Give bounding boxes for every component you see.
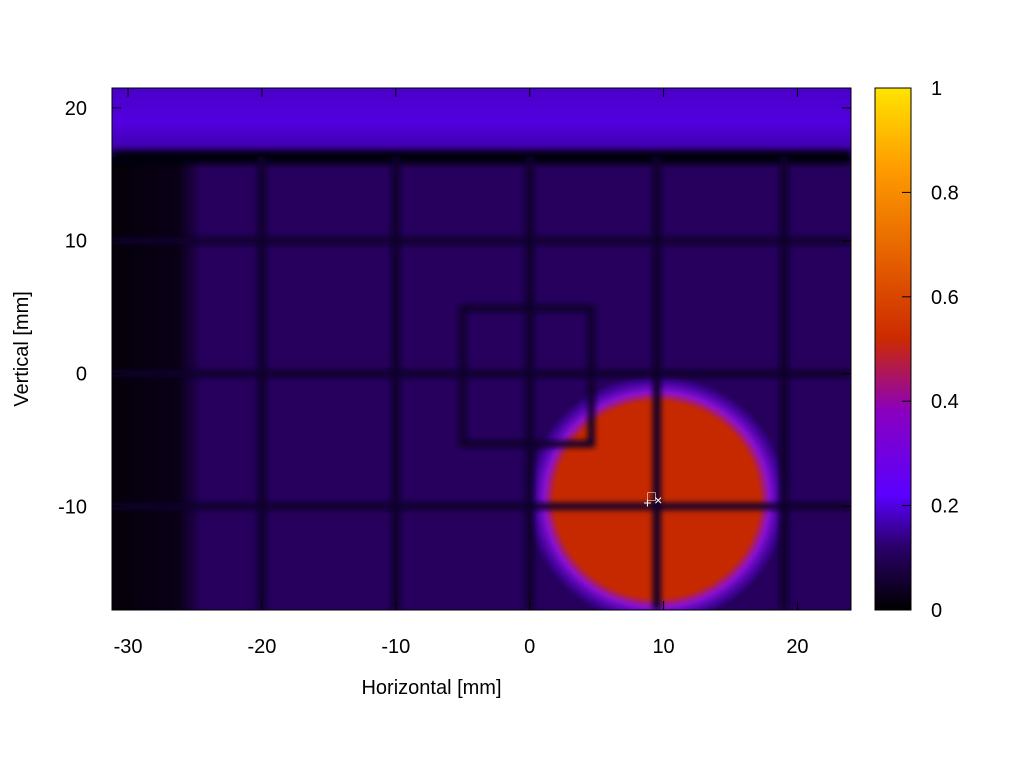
y-axis-label: Vertical [mm] (11, 291, 33, 407)
colorbar-tick-label: 0.4 (931, 391, 959, 413)
plot-frame (111, 87, 852, 611)
x-tick-label: 20 (786, 636, 808, 658)
x-tick-label: -10 (381, 636, 410, 658)
colorbar-tick-label: 0.2 (931, 496, 959, 518)
y-tick-label: 10 (65, 231, 87, 253)
heatmap-top-band (112, 88, 851, 158)
centroid-markers: +□× (643, 488, 662, 511)
colorbar-tick-label: 0.8 (931, 182, 959, 204)
y-tick-label: -10 (58, 496, 87, 518)
x-tick-label: 0 (524, 636, 535, 658)
y-axis-ticks: -10 0 10 20 (58, 98, 851, 518)
colorbar-tick-label: 1 (931, 78, 942, 100)
wire-rectangle (459, 304, 595, 448)
y-tick-label: 20 (65, 98, 87, 120)
x-tick-label: -20 (247, 636, 276, 658)
heatmap-image (112, 88, 851, 610)
centroid-marker: × (654, 492, 662, 508)
colorbar-ticks: 0 0.2 0.4 0.6 0.8 1 (902, 78, 959, 622)
colorbar (874, 87, 912, 611)
centroid-marker: □ (647, 488, 656, 504)
x-axis-label: Horizontal [mm] (361, 677, 501, 699)
x-tick-label: -30 (114, 636, 143, 658)
heatmap-left-dark-edge (112, 157, 202, 610)
centroid-marker: + (643, 494, 651, 510)
x-axis-ticks: -30 -20 -10 0 10 20 (114, 88, 809, 658)
y-tick-label: 0 (76, 364, 87, 386)
x-tick-label: 10 (652, 636, 674, 658)
colorbar-tick-label: 0 (931, 600, 942, 622)
colorbar-tick-label: 0.6 (931, 287, 959, 309)
grid-wires (112, 150, 851, 610)
